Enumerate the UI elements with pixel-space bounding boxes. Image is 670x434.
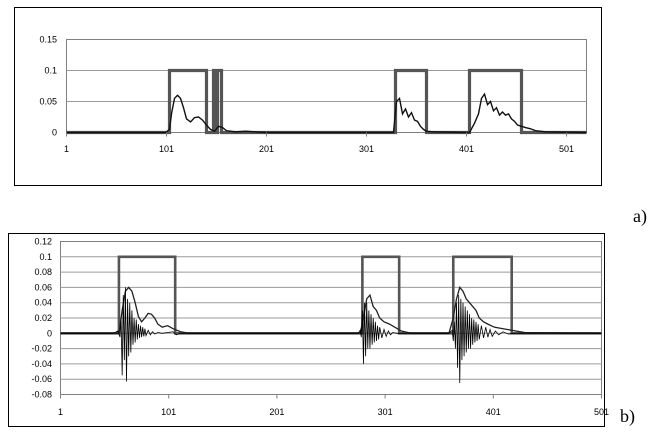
chart-b-y-tick-label: 0 (47, 328, 52, 338)
chart-a-x-tick-label: 1 (64, 144, 69, 154)
chart-b-x-tick-label: 501 (594, 407, 609, 417)
chart-a-y-tick-label: 0.1 (44, 66, 57, 76)
chart-a-x-tick-label: 101 (159, 144, 174, 154)
chart-a-x-tick-labels: 1 101 201 301 401 501 (64, 132, 574, 154)
chart-b-y-tick-label: -0.04 (31, 359, 52, 369)
chart-a-series-group (66, 68, 587, 135)
chart-b-frame (8, 233, 605, 427)
chart-b-y-tick-label: -0.02 (31, 344, 52, 354)
panel-label-a: a) (633, 206, 647, 227)
chart-a-y-tick-label: 0.15 (39, 35, 57, 45)
chart-b-y-tick-label: 0.12 (34, 237, 52, 247)
chart-a-frame (14, 7, 602, 186)
chart-b-series-group (60, 255, 602, 384)
chart-b-grid (60, 256, 602, 380)
chart-b: 1 101 201 301 401 501 0.12 0.1 0.08 0.06 0.04 0.02… (8, 233, 635, 427)
chart-a-x-tick-label: 501 (559, 144, 574, 154)
chart-b-y-tick-label: 0.02 (34, 313, 52, 323)
panel-label-b: b) (620, 406, 635, 427)
chart-b-x-tick-label: 401 (486, 407, 501, 417)
chart-a-grid (66, 70, 587, 102)
chart-a-x-tick-label: 201 (259, 144, 274, 154)
chart-b-x-tick-label: 301 (378, 407, 393, 417)
chart-a-y-tick-label: 0 (52, 128, 57, 138)
chart-a-y-tick-labels: 0 0.05 0.1 0.15 (39, 35, 57, 138)
chart-b-y-tick-label: 0.1 (39, 252, 52, 262)
chart-a: 1 101 201 301 401 501 0 0.05 0.1 0.15 a) (14, 7, 647, 227)
chart-b-series-line-1 (60, 255, 602, 335)
chart-b-x-tick-labels: 1 101 201 301 401 501 (58, 394, 609, 417)
chart-a-y-tick-label: 0.05 (39, 97, 57, 107)
chart-b-series-line-2 (60, 286, 602, 334)
chart-b-y-tick-label: -0.06 (31, 374, 52, 384)
chart-b-x-tick-label: 201 (269, 407, 284, 417)
chart-b-x-tick-label: 1 (58, 407, 63, 417)
chart-b-y-tick-label: -0.08 (31, 390, 52, 400)
chart-b-x-tick-label: 101 (161, 407, 176, 417)
chart-b-y-tick-labels: 0.12 0.1 0.08 0.06 0.04 0.02 0 -0.02 -0.04 -0.06 -… (31, 237, 52, 400)
chart-b-series-line-3 (60, 287, 602, 384)
chart-b-y-tick-label: 0.08 (34, 267, 52, 277)
chart-b-y-tick-label: 0.04 (34, 298, 52, 308)
chart-a-plot-area (66, 39, 587, 133)
chart-a-series-line-2 (66, 92, 587, 134)
chart-a-x-tick-label: 301 (359, 144, 374, 154)
chart-a-series-line-1 (66, 68, 587, 135)
chart-a-x-tick-label: 401 (459, 144, 474, 154)
chart-b-y-tick-label: 0.06 (34, 282, 52, 292)
